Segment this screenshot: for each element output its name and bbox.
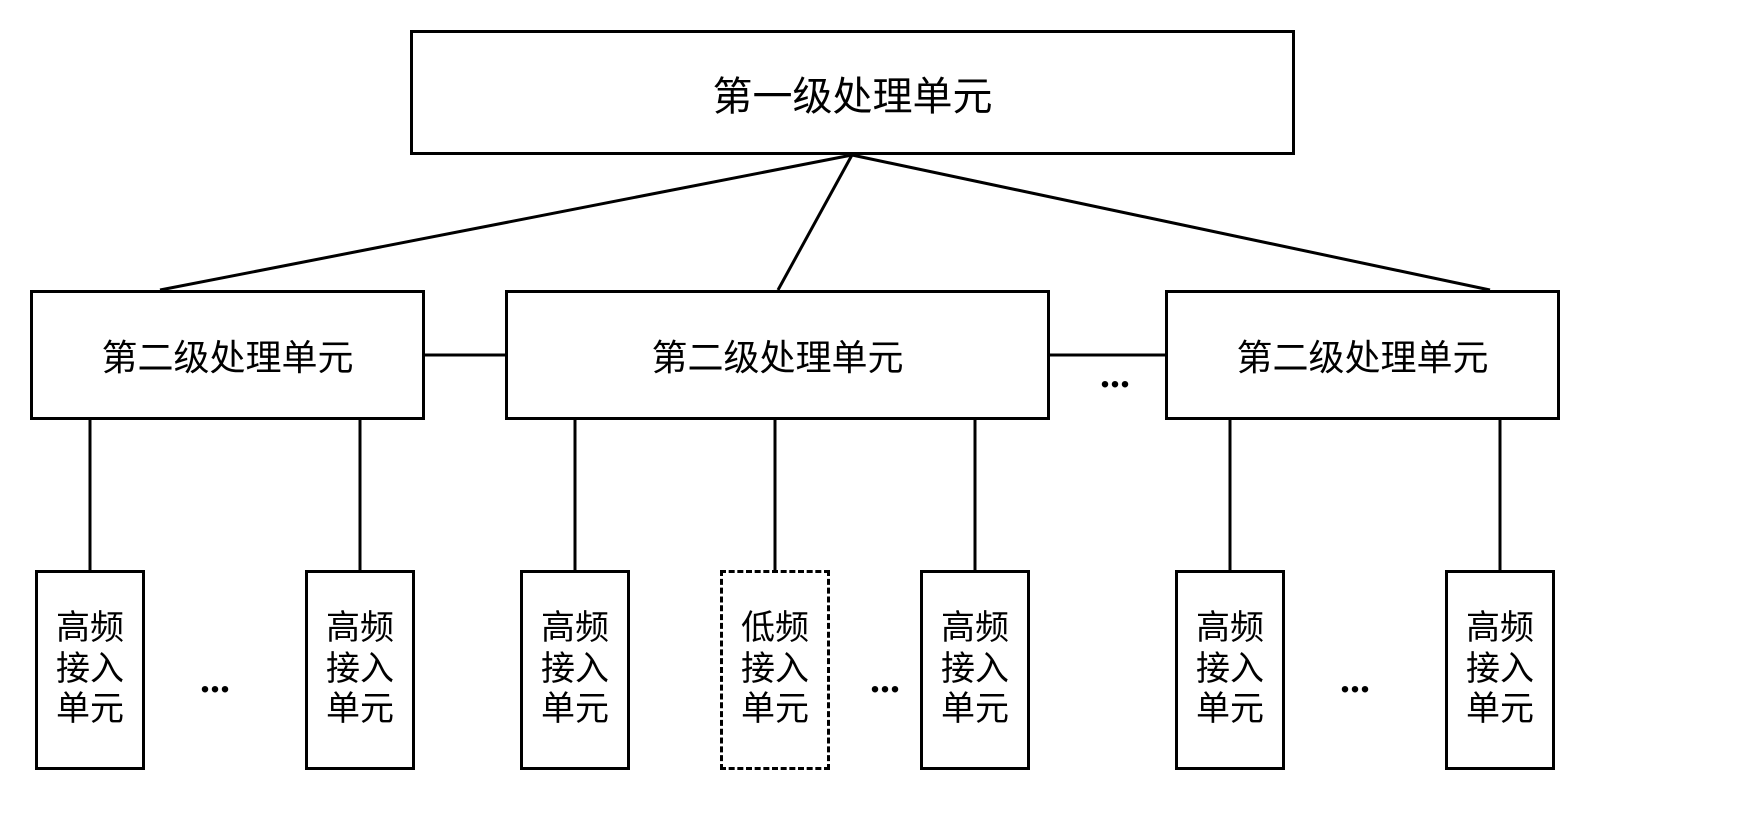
node-level2-0: 第二级处理单元 bbox=[30, 290, 425, 420]
node-level2-1-label: 第二级处理单元 bbox=[651, 329, 903, 381]
diagram-canvas: 第一级处理单元 第二级处理单元 第二级处理单元 第二级处理单元 ... 高频接入… bbox=[0, 0, 1755, 819]
leaf-5: 高频接入单元 bbox=[1175, 570, 1285, 770]
node-level1-label: 第一级处理单元 bbox=[713, 64, 993, 122]
leaf-0: 高频接入单元 bbox=[35, 570, 145, 770]
node-level2-2: 第二级处理单元 bbox=[1165, 290, 1560, 420]
leaf-ellipsis-1: ... bbox=[870, 655, 900, 702]
leaf-1: 高频接入单元 bbox=[305, 570, 415, 770]
leaf-3: 低频接入单元 bbox=[720, 570, 830, 770]
leaf-2-label: 高频接入单元 bbox=[541, 609, 609, 731]
node-level2-0-label: 第二级处理单元 bbox=[101, 329, 353, 381]
leaf-ellipsis-0: ... bbox=[200, 655, 230, 702]
leaf-6-label: 高频接入单元 bbox=[1466, 609, 1534, 731]
node-level2-1: 第二级处理单元 bbox=[505, 290, 1050, 420]
leaf-4: 高频接入单元 bbox=[920, 570, 1030, 770]
leaf-6: 高频接入单元 bbox=[1445, 570, 1555, 770]
leaf-2: 高频接入单元 bbox=[520, 570, 630, 770]
node-level2-2-label: 第二级处理单元 bbox=[1236, 329, 1488, 381]
leaf-0-label: 高频接入单元 bbox=[56, 609, 124, 731]
leaf-3-label: 低频接入单元 bbox=[741, 609, 809, 731]
leaf-4-label: 高频接入单元 bbox=[941, 609, 1009, 731]
mid-ellipsis: ... bbox=[1100, 350, 1130, 397]
leaf-ellipsis-2: ... bbox=[1340, 655, 1370, 702]
leaf-5-label: 高频接入单元 bbox=[1196, 609, 1264, 731]
node-level1: 第一级处理单元 bbox=[410, 30, 1295, 155]
leaf-1-label: 高频接入单元 bbox=[326, 609, 394, 731]
